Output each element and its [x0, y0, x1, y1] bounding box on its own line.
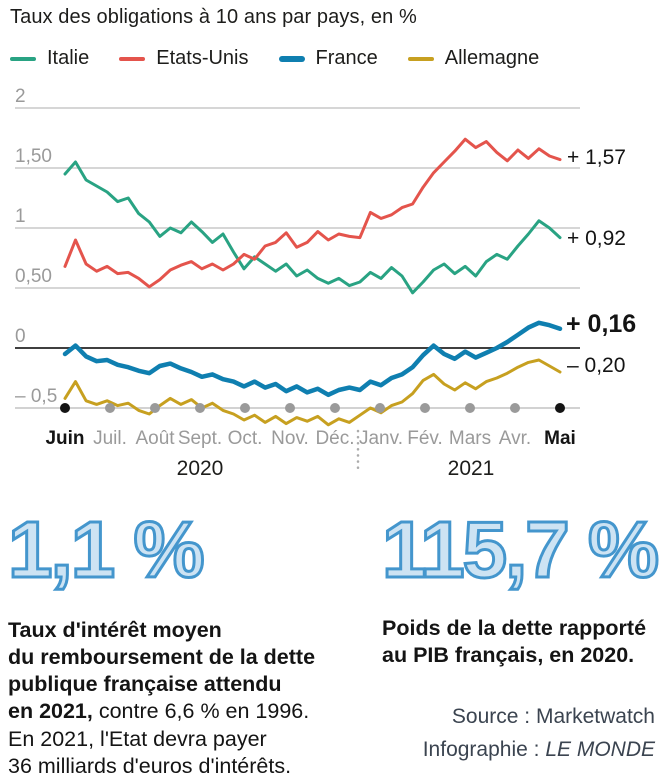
x-label-oct: Oct. — [228, 428, 263, 449]
x-label-fev: Fév. — [407, 428, 443, 449]
credit-label: Infographie : — [422, 737, 546, 761]
x-label-mars: Mars — [449, 428, 491, 449]
month-dot-janv — [375, 403, 385, 413]
x-label-aout: Août — [135, 428, 175, 449]
end-label-italie: + 0,92 — [567, 227, 626, 250]
x-label-dec: Déc. — [315, 428, 354, 449]
end-label-etats-unis: + 1,57 — [567, 146, 626, 169]
legend-swatch-italie — [10, 56, 36, 61]
end-label-allemagne: – 0,20 — [567, 354, 625, 377]
x-label-juin: Juin — [45, 428, 84, 449]
legend-label-allemagne: Allemagne — [444, 47, 540, 69]
bond-rate-chart: 2 1,50 1 0,50 0 – 0,5 + 1,57 + 0,92 + 0,… — [15, 86, 636, 480]
month-dot-fév — [420, 403, 430, 413]
y-tick-0-50: 0,50 — [15, 266, 52, 287]
x-label-avr: Avr. — [499, 428, 531, 449]
month-dot-juin — [60, 403, 70, 413]
x-label-mai: Mai — [544, 428, 576, 449]
legend-item-france: France — [278, 47, 378, 70]
series-line-france — [62, 320, 563, 398]
stat-text-interest-rate: Taux d'intérêt moyen du remboursement de… — [8, 617, 374, 779]
year-label-2021: 2021 — [448, 457, 495, 480]
series-line-etats-unis — [63, 137, 562, 289]
y-tick-2: 2 — [15, 86, 26, 107]
series-line-italie — [63, 160, 562, 295]
month-dot-déc — [330, 403, 340, 413]
stat-text-bold: Taux d'intérêt moyen du remboursement de… — [8, 618, 316, 724]
end-label-france: + 0,16 — [566, 310, 636, 338]
legend-item-allemagne: Allemagne — [407, 47, 540, 70]
legend-label-italie: Italie — [47, 47, 90, 69]
stat-text-regular: contre 6,6 % en 1996. En 2021, l'Etat de… — [8, 699, 310, 778]
credit-name: LE MONDE — [545, 737, 655, 761]
stat-value-interest-rate: 1,1 % — [7, 505, 207, 594]
legend: Italie Etats-Unis France Allemagne — [10, 47, 539, 70]
legend-label-etats-unis: Etats-Unis — [156, 47, 249, 69]
month-dot-nov — [285, 403, 295, 413]
stat-text-debt-ratio: Poids de la dette rapporté au PIB frança… — [382, 616, 647, 668]
month-dot-mars — [465, 403, 475, 413]
footer: Source : Marketwatch Infographie : LE MO… — [423, 701, 655, 766]
month-dot-juil — [105, 403, 115, 413]
month-dot-avr — [510, 403, 520, 413]
stat-block-debt-ratio: 115,7 % Poids de la dette rapporté au PI… — [381, 505, 661, 669]
year-label-2020: 2020 — [177, 457, 224, 480]
series-line-allemagne — [63, 358, 562, 427]
legend-item-italie: Italie — [10, 47, 89, 70]
legend-swatch-etats-unis — [119, 56, 146, 61]
month-dot-mai — [555, 403, 565, 413]
month-dots — [60, 403, 565, 413]
legend-swatch-allemagne — [407, 56, 434, 61]
stat-block-interest-rate: 1,1 % Taux d'intérêt moyen du remboursem… — [7, 505, 374, 780]
x-label-juil: Juil. — [93, 428, 127, 449]
legend-item-etats-unis: Etats-Unis — [119, 47, 249, 70]
y-tick-0: 0 — [15, 326, 26, 347]
legend-label-france: France — [315, 47, 378, 69]
x-label-nov: Nov. — [271, 428, 309, 449]
month-dot-août — [150, 403, 160, 413]
source-line: Source : Marketwatch — [451, 705, 655, 728]
y-tick-1: 1 — [15, 206, 26, 227]
x-label-janv: Janv. — [359, 428, 403, 449]
month-dot-oct — [240, 403, 250, 413]
y-tick-1-50: 1,50 — [15, 146, 52, 167]
y-tick-neg-0-5: – 0,5 — [15, 386, 57, 407]
month-dot-sept — [195, 403, 205, 413]
stat-value-debt-ratio: 115,7 % — [381, 505, 661, 594]
x-label-sept: Sept. — [178, 428, 222, 449]
credit-line: Infographie : LE MONDE — [423, 734, 655, 767]
legend-swatch-france — [278, 55, 305, 62]
chart-title: Taux des obligations à 10 ans par pays, … — [10, 6, 417, 28]
